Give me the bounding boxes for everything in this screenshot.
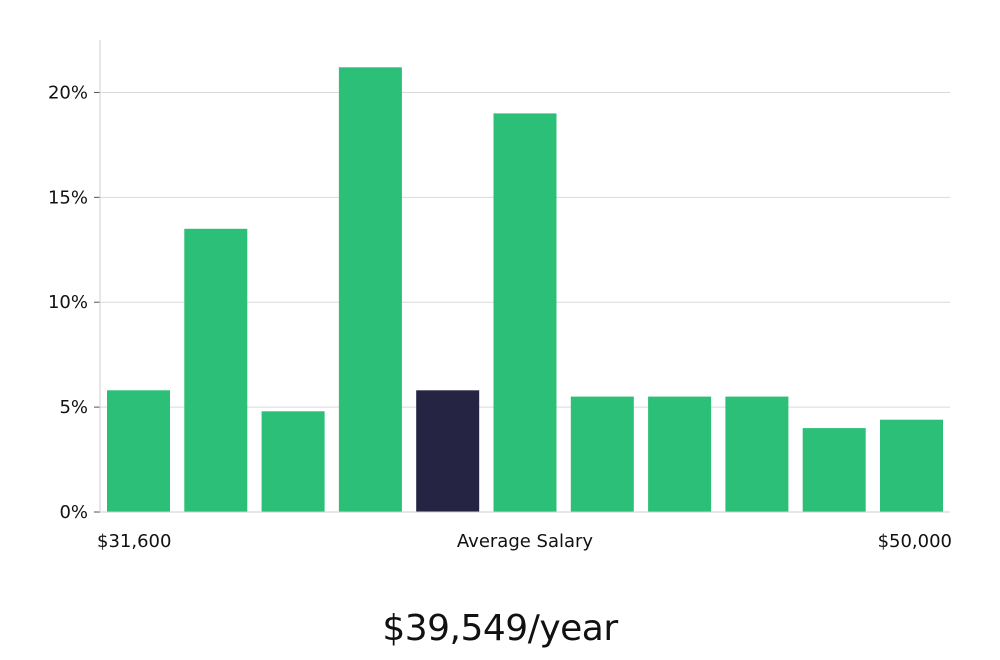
x-axis-min-label: $31,600	[97, 531, 171, 552]
y-tick-label-5: 5%	[59, 397, 88, 418]
y-tick-label-10: 10%	[48, 292, 88, 313]
bar	[648, 396, 712, 512]
bar	[570, 396, 634, 512]
bar	[880, 419, 943, 512]
bar	[184, 228, 248, 513]
salary-histogram-chart: 0% 5% 10% 15% 20% $31,600 Average Salary $50…	[48, 40, 952, 552]
y-tick-label-20: 20%	[48, 82, 88, 103]
bar	[338, 67, 402, 513]
x-axis-title: Average Salary	[457, 531, 594, 552]
bar	[725, 396, 789, 512]
y-tick-label-15: 15%	[48, 187, 88, 208]
bar	[261, 411, 325, 512]
x-axis-max-label: $50,000	[878, 531, 952, 552]
y-axis-ticks: 0% 5% 10% 15% 20%	[48, 82, 100, 523]
bar	[493, 113, 557, 513]
average-salary-value: $39,549/year	[382, 608, 618, 649]
y-tick-label-0: 0%	[59, 502, 88, 523]
bar	[802, 428, 866, 512]
bar-highlighted	[416, 390, 480, 512]
bar	[107, 390, 170, 512]
bars	[107, 67, 943, 513]
